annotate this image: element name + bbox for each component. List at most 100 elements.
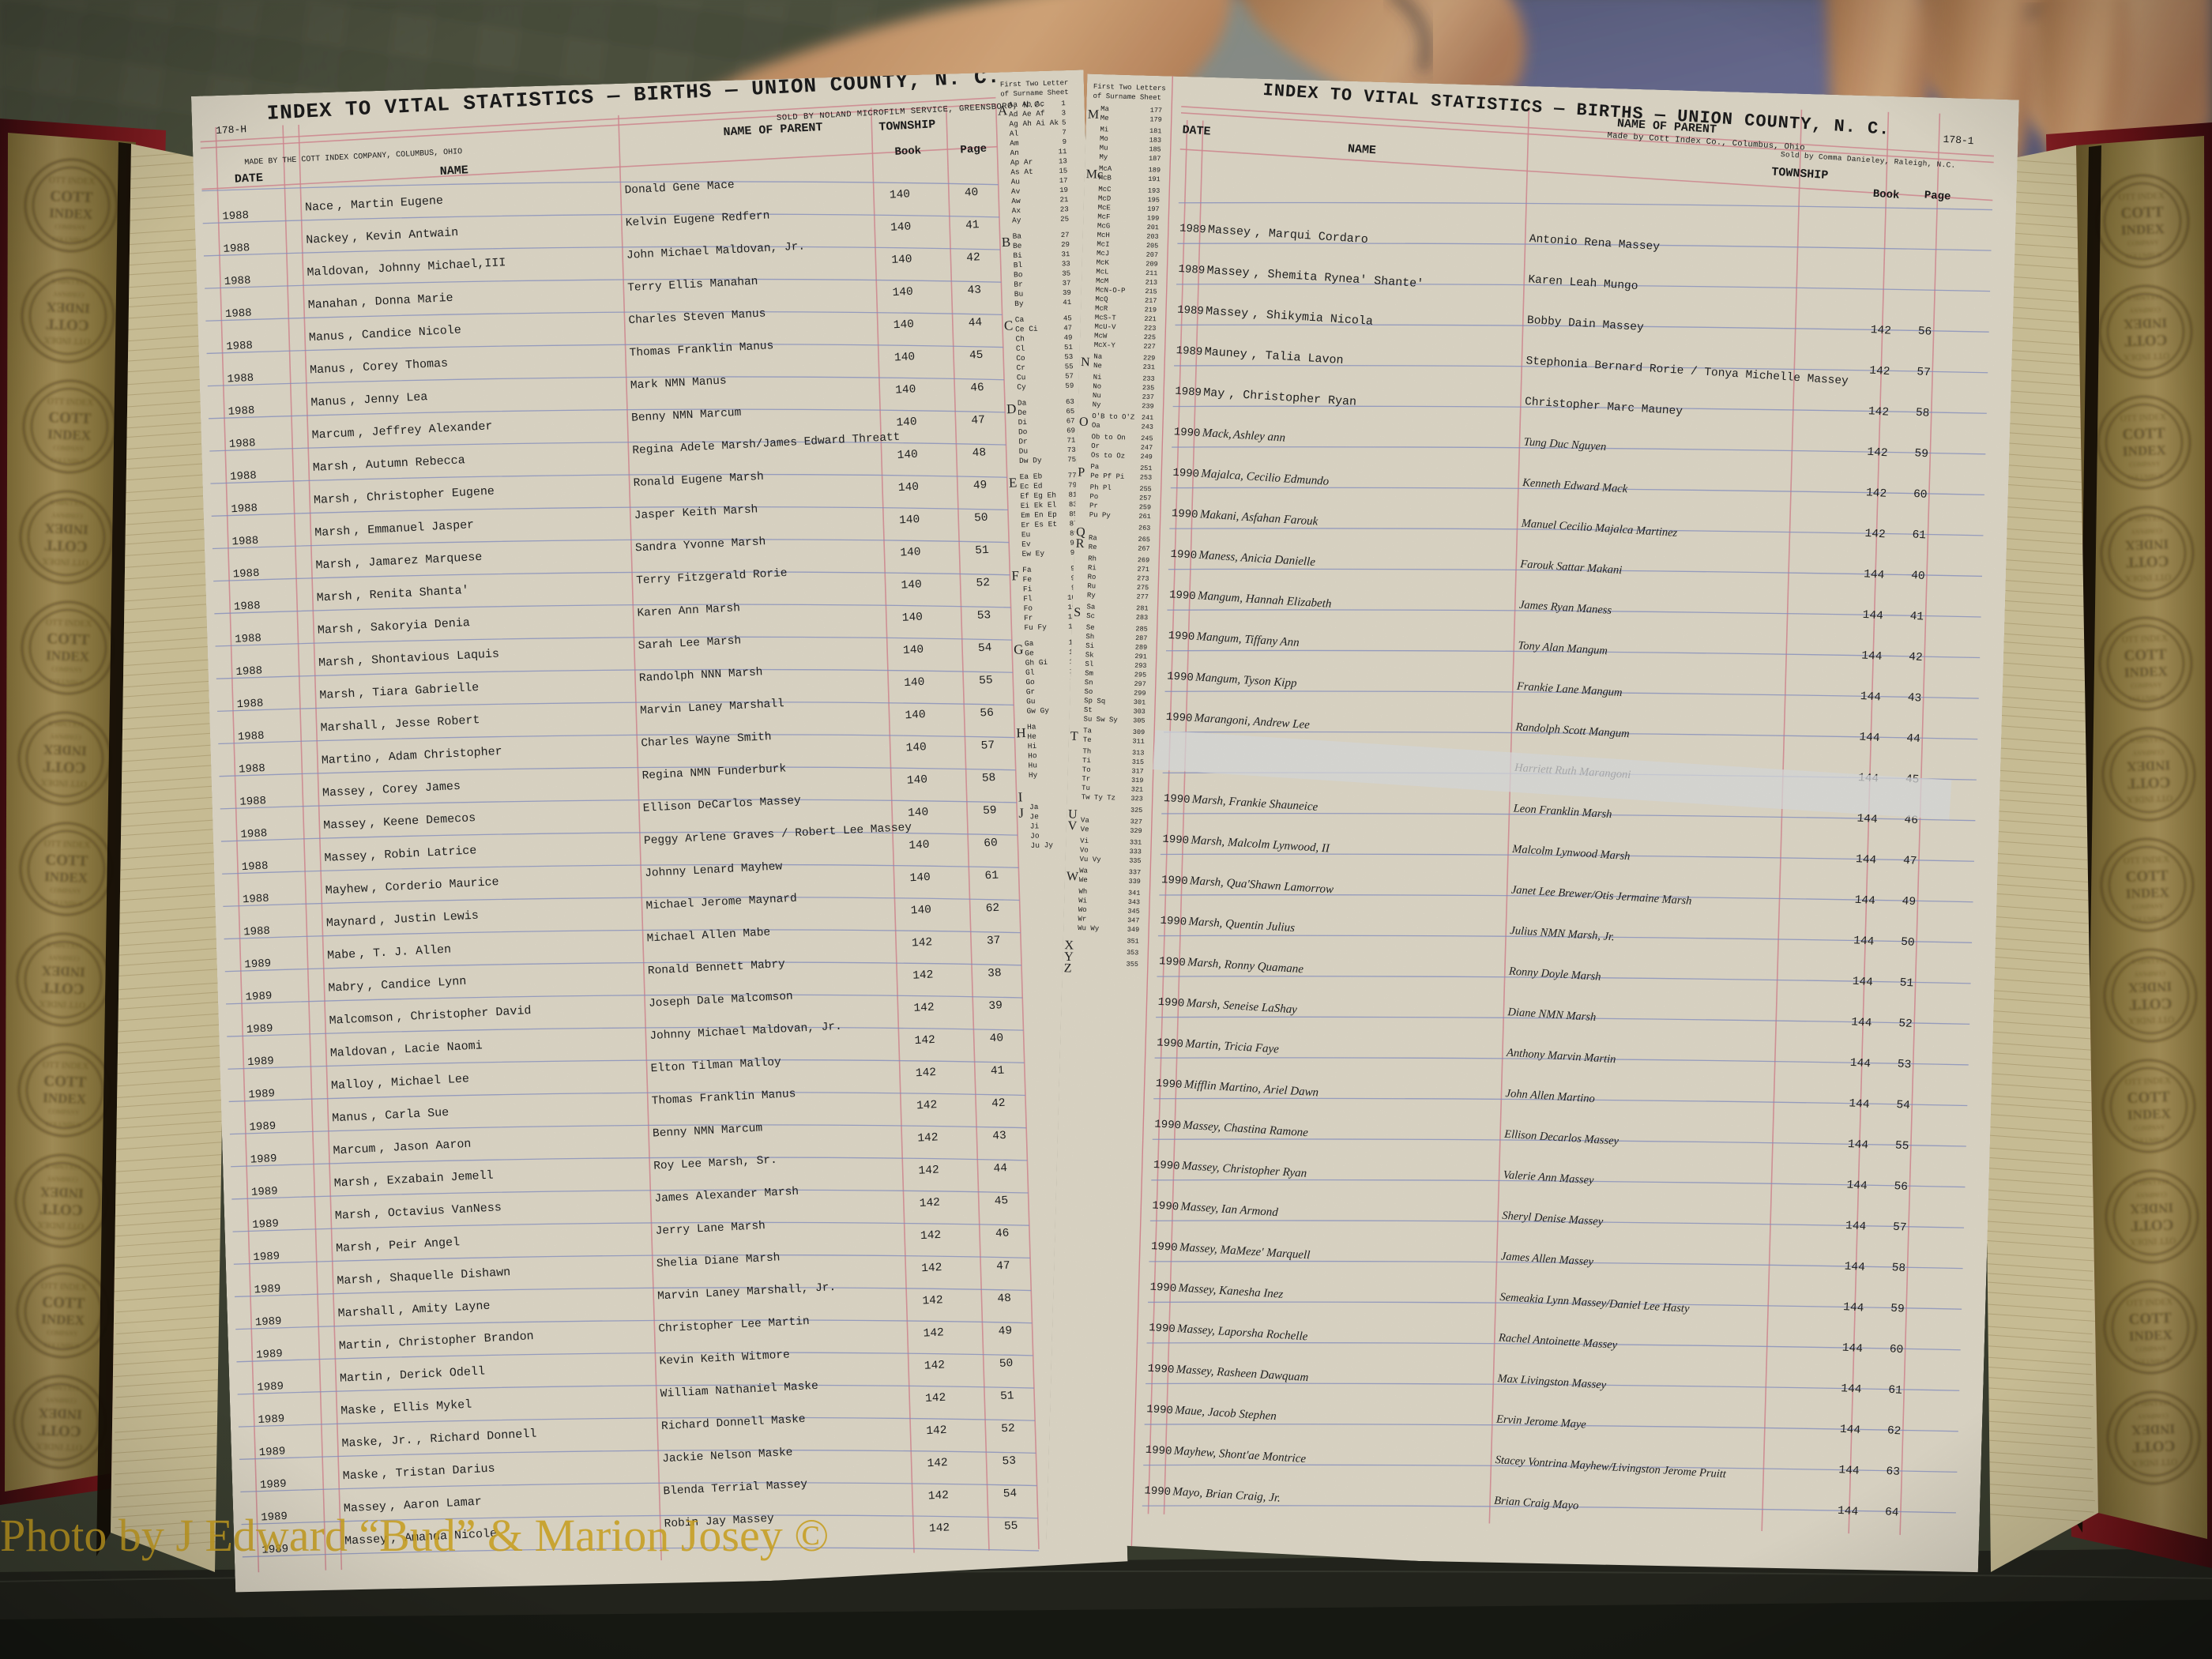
svg-text:Ba: Ba (1012, 231, 1021, 240)
svg-text:54: 54 (1896, 1099, 1910, 1112)
svg-text:142: 142 (1868, 405, 1889, 419)
svg-text:53: 53 (1064, 353, 1073, 361)
svg-text:51: 51 (975, 544, 989, 558)
svg-text:142: 142 (916, 1099, 938, 1112)
svg-text:Ru: Ru (1087, 582, 1096, 590)
svg-text:56: 56 (1917, 325, 1932, 339)
svg-text:Thomas Franklin Manus: Thomas Franklin Manus (651, 1088, 796, 1108)
svg-text:McN-O-P: McN-O-P (1096, 286, 1126, 295)
svg-text:Wo: Wo (1078, 906, 1087, 914)
svg-text:349: 349 (1127, 926, 1140, 934)
svg-text:First Two Letter: First Two Letter (1000, 79, 1069, 89)
svg-text:1988: 1988 (227, 372, 254, 386)
svg-text:41: 41 (965, 219, 980, 232)
svg-text:Marsh, Autumn Rebecca: Marsh, Autumn Rebecca (312, 453, 465, 475)
svg-text:Ev: Ev (1021, 540, 1031, 548)
svg-text:Hu: Hu (1028, 761, 1037, 769)
svg-text:Ti: Ti (1082, 757, 1091, 765)
svg-text:Leon Franklin Marsh: Leon Franklin Marsh (1512, 802, 1612, 821)
svg-text:Ag Ah Ai Ak: Ag Ah Ai Ak (1009, 118, 1059, 129)
svg-text:142: 142 (922, 1294, 943, 1307)
svg-text:50: 50 (999, 1357, 1014, 1371)
svg-text:Maue, Jacob Stephen: Maue, Jacob Stephen (1174, 1404, 1277, 1423)
svg-text:McC: McC (1098, 186, 1112, 194)
svg-text:1990: 1990 (1147, 1363, 1175, 1377)
svg-text:Mifflin Martino, Ariel Dawn: Mifflin Martino, Ariel Dawn (1183, 1078, 1319, 1100)
svg-text:140: 140 (901, 578, 922, 592)
svg-text:1988: 1988 (229, 437, 256, 451)
svg-text:62: 62 (985, 902, 999, 916)
svg-text:Fa: Fa (1022, 566, 1032, 574)
svg-text:Ga: Ga (1025, 639, 1034, 648)
svg-text:Sl: Sl (1085, 660, 1093, 668)
svg-text:DATE: DATE (1182, 123, 1211, 138)
svg-text:142: 142 (926, 1424, 947, 1438)
svg-text:Os to Oz: Os to Oz (1091, 451, 1125, 460)
svg-text:178-1: 178-1 (1943, 134, 1974, 147)
svg-text:205: 205 (1146, 242, 1159, 250)
svg-text:Go: Go (1025, 678, 1035, 687)
svg-text:My: My (1099, 153, 1108, 161)
svg-text:Page: Page (960, 143, 987, 157)
svg-text:1990: 1990 (1157, 996, 1185, 1010)
svg-text:Farouk Sattar Makani: Farouk Sattar Makani (1519, 558, 1623, 577)
svg-text:St: St (1084, 706, 1093, 714)
svg-text:185: 185 (1149, 145, 1161, 153)
svg-text:144: 144 (1862, 609, 1883, 623)
svg-text:323: 323 (1130, 795, 1143, 803)
svg-text:Re: Re (1088, 544, 1097, 551)
svg-text:Sn: Sn (1085, 679, 1093, 687)
svg-text:John Michael Maldovan, Jr.: John Michael Maldovan, Jr. (626, 240, 806, 261)
svg-text:1988: 1988 (243, 925, 270, 939)
svg-text:He: He (1027, 732, 1036, 741)
svg-text:Marsh, Tiara Gabrielle: Marsh, Tiara Gabrielle (319, 681, 480, 702)
svg-text:1990: 1990 (1154, 1118, 1182, 1132)
svg-text:59: 59 (983, 804, 997, 818)
svg-text:227: 227 (1143, 343, 1156, 351)
svg-text:144: 144 (1853, 935, 1875, 949)
svg-text:No: No (1093, 382, 1101, 390)
svg-text:325: 325 (1130, 807, 1143, 814)
svg-text:60: 60 (1889, 1343, 1903, 1356)
svg-text:Ry: Ry (1087, 592, 1097, 600)
svg-text:1989: 1989 (258, 1413, 284, 1427)
svg-text:We: We (1079, 876, 1088, 884)
svg-text:37: 37 (987, 935, 1001, 948)
svg-text:144: 144 (1849, 1057, 1871, 1071)
svg-text:58: 58 (982, 772, 996, 785)
svg-text:64: 64 (1885, 1506, 1899, 1519)
svg-text:Tr: Tr (1082, 775, 1090, 783)
svg-text:19: 19 (1059, 186, 1068, 194)
svg-text:Marsh, Ronny Quamane: Marsh, Ronny Quamane (1187, 956, 1304, 976)
svg-text:211: 211 (1146, 269, 1158, 277)
svg-text:Manus, Candice Nicole: Manus, Candice Nicole (309, 323, 462, 344)
svg-text:269: 269 (1138, 556, 1150, 564)
svg-text:McX-Y: McX-Y (1094, 341, 1116, 350)
svg-text:Mabe, T. J. Allen: Mabe, T. J. Allen (327, 943, 452, 963)
svg-text:F: F (1011, 568, 1019, 583)
svg-text:Dw Dy: Dw Dy (1019, 456, 1042, 465)
svg-text:1990: 1990 (1161, 874, 1189, 888)
svg-text:Ge: Ge (1025, 649, 1034, 657)
svg-text:V: V (1068, 819, 1078, 833)
svg-text:Sheryl Denise Massey: Sheryl Denise Massey (1502, 1209, 1604, 1228)
svg-text:140: 140 (894, 351, 916, 364)
svg-text:Martino, Adam Christopher: Martino, Adam Christopher (321, 745, 502, 768)
svg-text:Ew Ey: Ew Ey (1021, 549, 1044, 559)
svg-text:Johnny Michael Maldovan, Jr.: Johnny Michael Maldovan, Jr. (649, 1021, 842, 1043)
svg-text:McS-T: McS-T (1095, 314, 1117, 322)
svg-text:Marsh, Frankie Shauneice: Marsh, Frankie Shauneice (1191, 793, 1319, 814)
svg-text:Massey, Christopher Ryan: Massey, Christopher Ryan (1180, 1160, 1307, 1180)
svg-text:McB: McB (1099, 174, 1112, 182)
svg-text:Book: Book (894, 145, 921, 159)
svg-text:58: 58 (1915, 407, 1929, 420)
svg-text:142: 142 (921, 1262, 942, 1275)
svg-text:142: 142 (912, 936, 933, 950)
svg-text:1988: 1988 (232, 567, 259, 581)
svg-text:Je: Je (1029, 812, 1039, 821)
svg-text:37: 37 (1062, 280, 1070, 288)
svg-text:43: 43 (1907, 692, 1921, 705)
svg-text:Ervin Jerome Maye: Ervin Jerome Maye (1495, 1413, 1587, 1431)
svg-text:Massey, Keene Demecos: Massey, Keene Demecos (323, 811, 476, 833)
svg-text:1990: 1990 (1149, 1322, 1176, 1336)
